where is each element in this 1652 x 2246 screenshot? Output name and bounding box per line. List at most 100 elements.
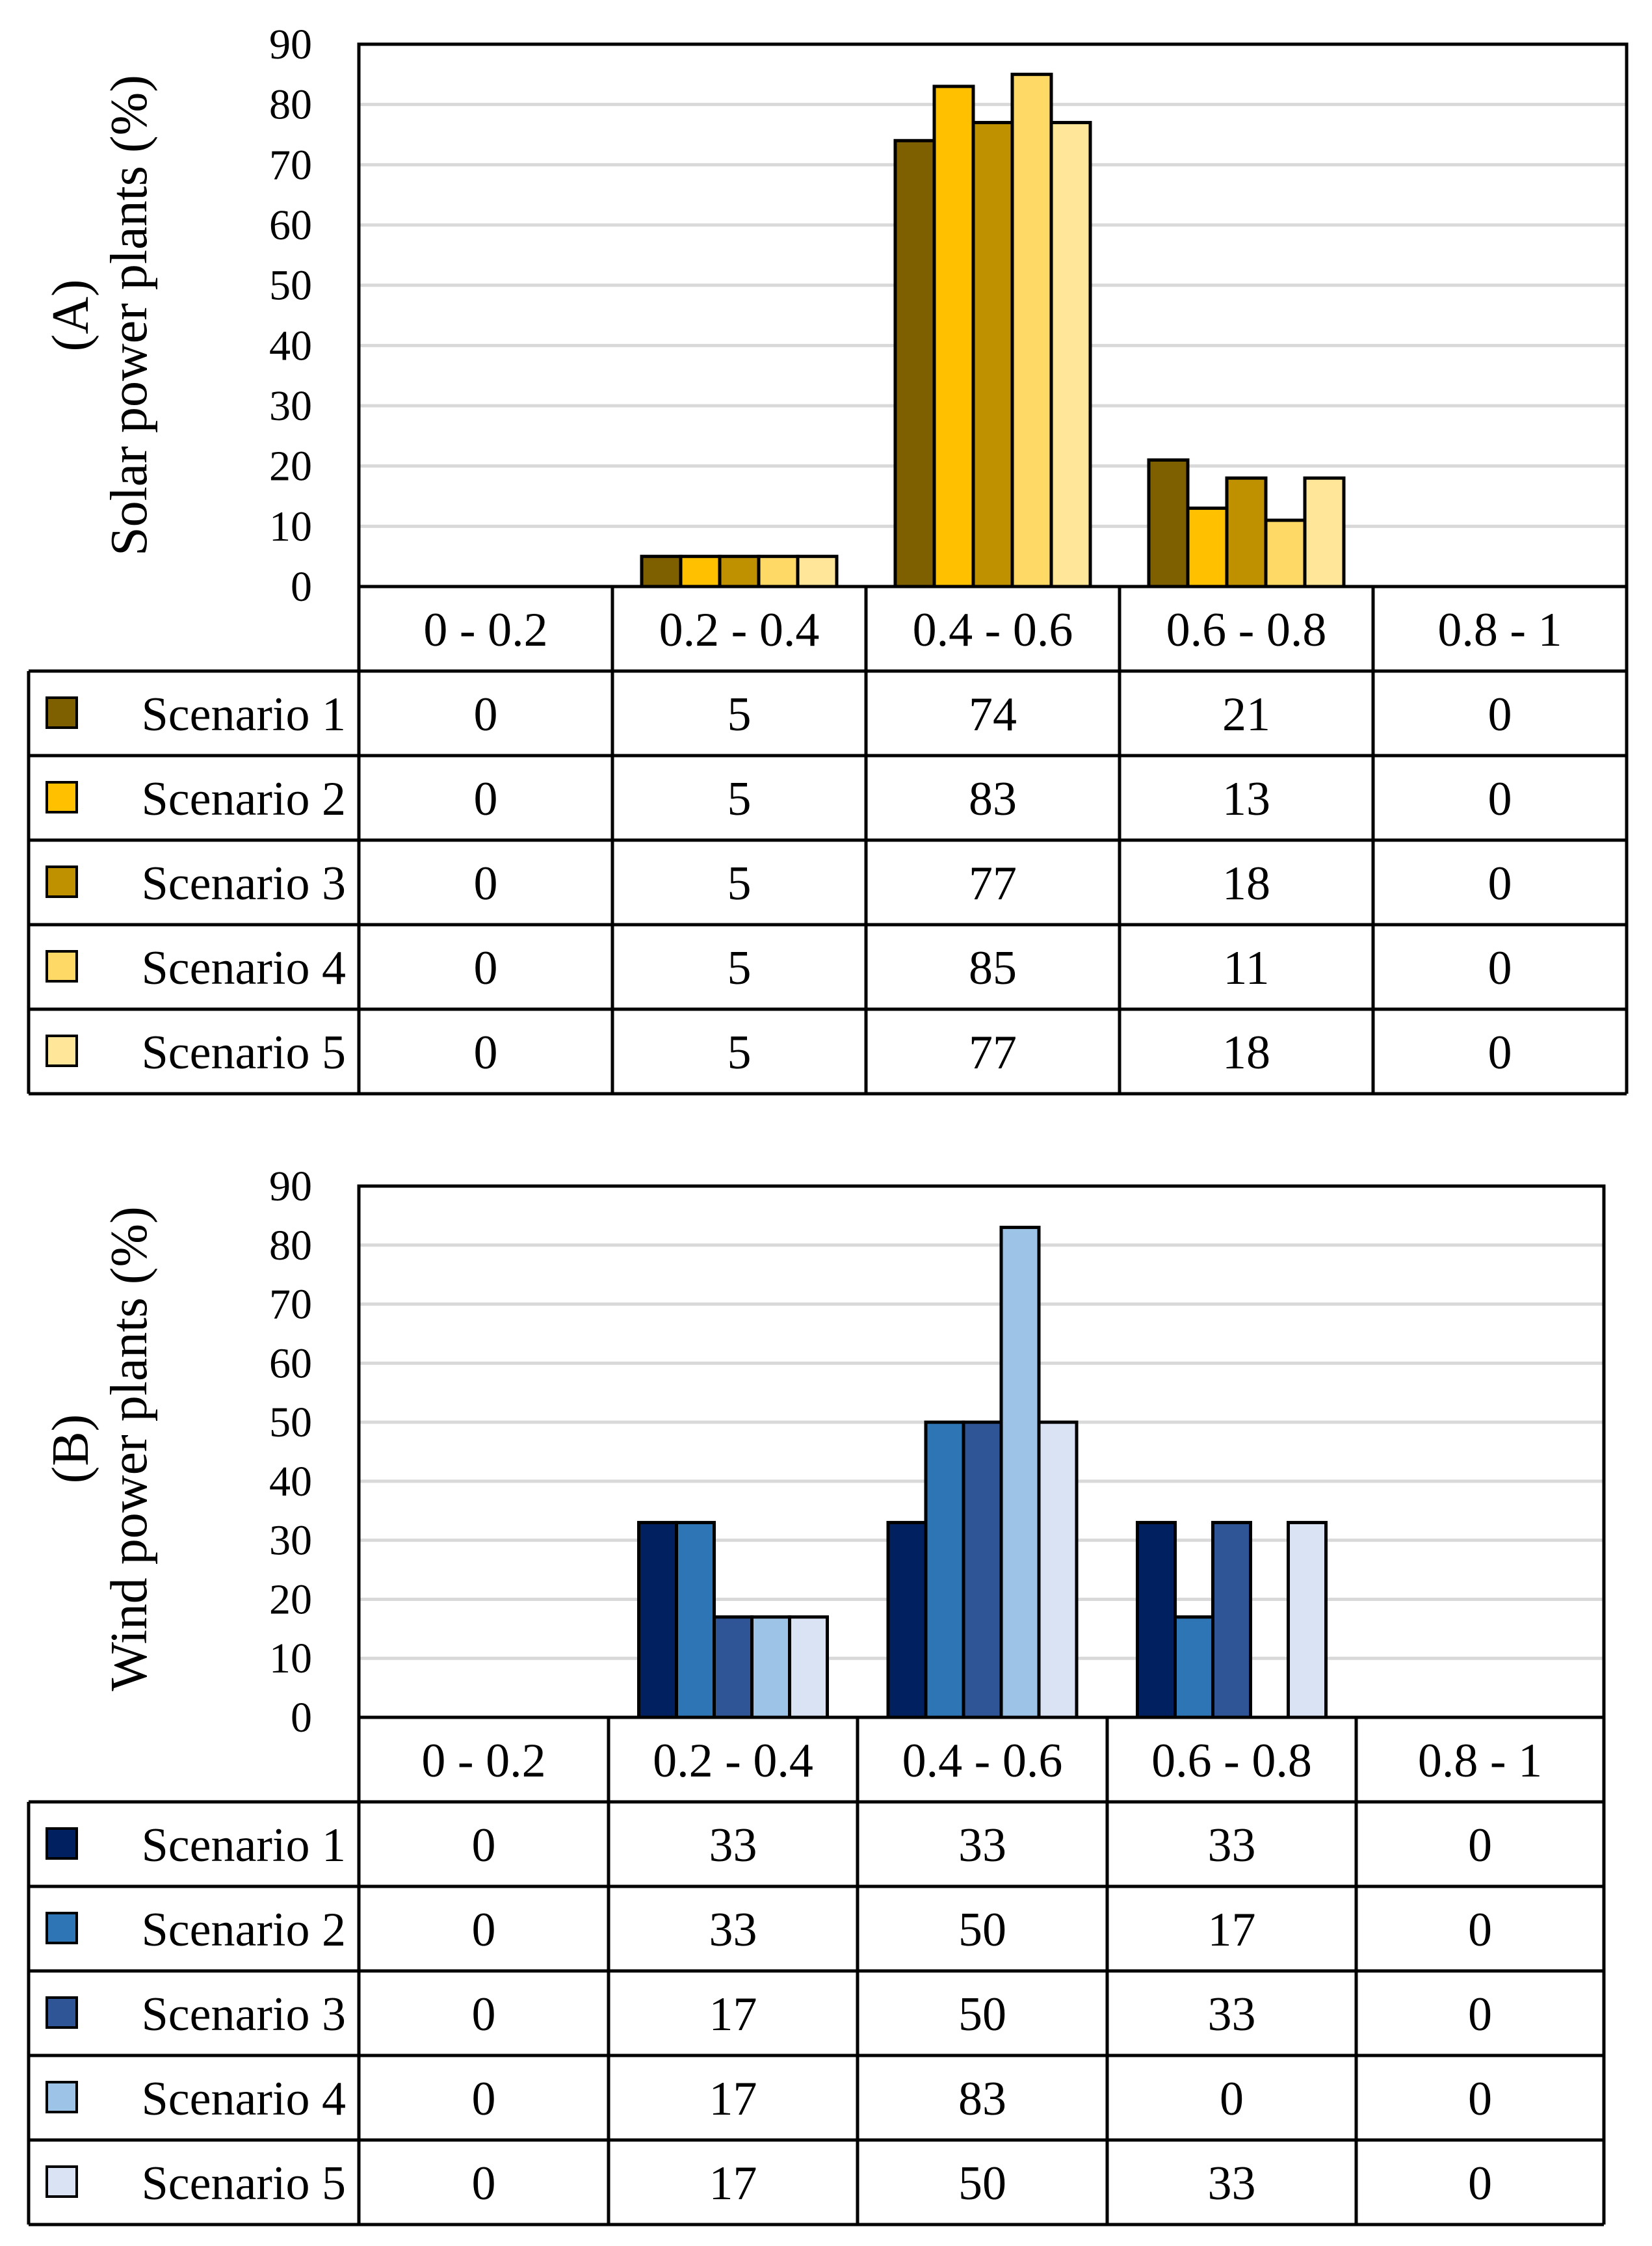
bar bbox=[1010, 72, 1053, 588]
table-cell: 0 bbox=[1220, 2072, 1244, 2126]
y-tick-label: 70 bbox=[269, 1281, 312, 1328]
bar bbox=[924, 1420, 965, 1719]
legend-swatch bbox=[46, 950, 78, 983]
table-cell: 33 bbox=[958, 1819, 1006, 1872]
legend-entry: Scenario 2 bbox=[142, 773, 346, 826]
bar bbox=[675, 1520, 716, 1719]
table-cell: 33 bbox=[1208, 1988, 1256, 2041]
bar bbox=[757, 555, 800, 588]
table-cell: 0 bbox=[1488, 773, 1512, 826]
legend-swatch bbox=[46, 865, 78, 898]
table-cell: 50 bbox=[958, 1988, 1006, 2041]
table-cell: 5 bbox=[728, 688, 752, 741]
panel-label: (A) bbox=[42, 279, 99, 351]
table-row: Scenario 3 0 17 50 33 0 bbox=[46, 1988, 1492, 2041]
y-tick-label: 50 bbox=[269, 262, 312, 310]
y-tick-label: 10 bbox=[269, 1635, 312, 1682]
table-cell: 0 bbox=[474, 688, 498, 741]
table-cell: 13 bbox=[1222, 773, 1270, 826]
table-cell: 33 bbox=[1208, 1819, 1256, 1872]
y-tick-label: 30 bbox=[269, 382, 312, 430]
y-tick-label: 70 bbox=[269, 141, 312, 189]
table-cell: 0 bbox=[1488, 688, 1512, 741]
table-cell: 0 bbox=[1468, 1988, 1492, 2041]
legend-entry: Scenario 2 bbox=[142, 1903, 346, 1957]
legend-swatch bbox=[46, 1035, 78, 1067]
bar bbox=[1225, 476, 1268, 588]
x-category-label: 0.6 - 0.8 bbox=[1151, 1734, 1312, 1788]
plot-frame bbox=[357, 1184, 1606, 1719]
y-tick-label: 0 bbox=[291, 563, 312, 611]
table-row: Scenario 2 0 33 50 17 0 bbox=[46, 1903, 1492, 1957]
y-axis-title: Solar power plants (%) bbox=[101, 75, 158, 556]
table-row: Scenario 1 0 5 74 21 0 bbox=[46, 688, 1512, 741]
table-cell: 0 bbox=[472, 1903, 496, 1957]
x-category-label: 0 - 0.2 bbox=[423, 603, 547, 657]
y-tick-label: 80 bbox=[269, 81, 312, 129]
legend-entry: Scenario 1 bbox=[142, 688, 346, 741]
table-cell: 0 bbox=[1468, 1819, 1492, 1872]
legend-swatch bbox=[46, 781, 78, 813]
legend-entry: Scenario 3 bbox=[142, 1988, 346, 2041]
bar bbox=[962, 1420, 1003, 1719]
legend-entry: Scenario 1 bbox=[142, 1819, 346, 1872]
table-cell: 17 bbox=[709, 1988, 757, 2041]
table-cell: 0 bbox=[472, 2157, 496, 2210]
table-row: Scenario 4 0 17 83 0 0 bbox=[46, 2072, 1492, 2126]
bar bbox=[1049, 120, 1092, 588]
table-cell: 17 bbox=[709, 2157, 757, 2210]
table-cell: 0 bbox=[1488, 1026, 1512, 1079]
legend-entry: Scenario 5 bbox=[142, 2157, 346, 2210]
table-cell: 0 bbox=[472, 1819, 496, 1872]
legend-swatch bbox=[46, 696, 78, 729]
legend-entry: Scenario 4 bbox=[142, 2072, 346, 2126]
y-axis-label: (B)Wind power plants (%) bbox=[42, 1206, 158, 1691]
y-tick-label: 60 bbox=[269, 202, 312, 249]
table-cell: 21 bbox=[1222, 688, 1270, 741]
table-cell: 18 bbox=[1222, 857, 1270, 910]
table-row: Scenario 5 0 5 77 18 0 bbox=[46, 1026, 1512, 1079]
legend-entry: Scenario 4 bbox=[142, 942, 346, 995]
table-cell: 0 bbox=[474, 857, 498, 910]
bar bbox=[1303, 476, 1346, 588]
table-row: Scenario 4 0 5 85 11 0 bbox=[46, 942, 1512, 995]
x-category-label: 0.8 - 1 bbox=[1418, 1734, 1542, 1788]
x-category-label: 0.4 - 0.6 bbox=[902, 1734, 1063, 1788]
table-cell: 83 bbox=[958, 2072, 1006, 2126]
table-cell: 50 bbox=[958, 2157, 1006, 2210]
bar bbox=[679, 555, 722, 588]
panel-b-wind: 0 10 20 30 40 50 60 70 80 90 (B)Wind power plants … bbox=[27, 1163, 1606, 2226]
table-cell: 0 bbox=[474, 942, 498, 995]
bar bbox=[1173, 1615, 1214, 1719]
table-cell: 83 bbox=[969, 773, 1017, 826]
bar bbox=[1186, 507, 1229, 588]
table-cell: 5 bbox=[728, 773, 752, 826]
table-cell: 0 bbox=[472, 2072, 496, 2126]
y-tick-label: 40 bbox=[269, 1458, 312, 1505]
table-cell: 0 bbox=[1468, 2072, 1492, 2126]
bar bbox=[713, 1615, 754, 1719]
y-tick-label: 50 bbox=[269, 1399, 312, 1446]
plot-frame bbox=[357, 42, 1629, 588]
bar bbox=[886, 1520, 928, 1719]
bar bbox=[750, 1615, 791, 1719]
y-tick-label: 60 bbox=[269, 1340, 312, 1387]
table-row: Scenario 5 0 17 50 33 0 bbox=[46, 2157, 1492, 2210]
bar bbox=[893, 139, 936, 588]
bar bbox=[637, 1520, 678, 1719]
y-tick-label: 90 bbox=[269, 1163, 312, 1210]
panel-label: (B) bbox=[42, 1414, 99, 1484]
table-cell: 0 bbox=[472, 1988, 496, 2041]
x-category-label: 0.2 - 0.4 bbox=[653, 1734, 813, 1788]
legend-swatch bbox=[46, 2165, 78, 2198]
x-category-label: 0.4 - 0.6 bbox=[913, 603, 1073, 657]
table-cell: 85 bbox=[969, 942, 1017, 995]
bar bbox=[1136, 1520, 1177, 1719]
table-cell: 77 bbox=[969, 1026, 1017, 1079]
bar bbox=[1211, 1520, 1252, 1719]
bar bbox=[1147, 458, 1190, 588]
table-cell: 18 bbox=[1222, 1026, 1270, 1079]
table-cell: 33 bbox=[709, 1903, 757, 1957]
